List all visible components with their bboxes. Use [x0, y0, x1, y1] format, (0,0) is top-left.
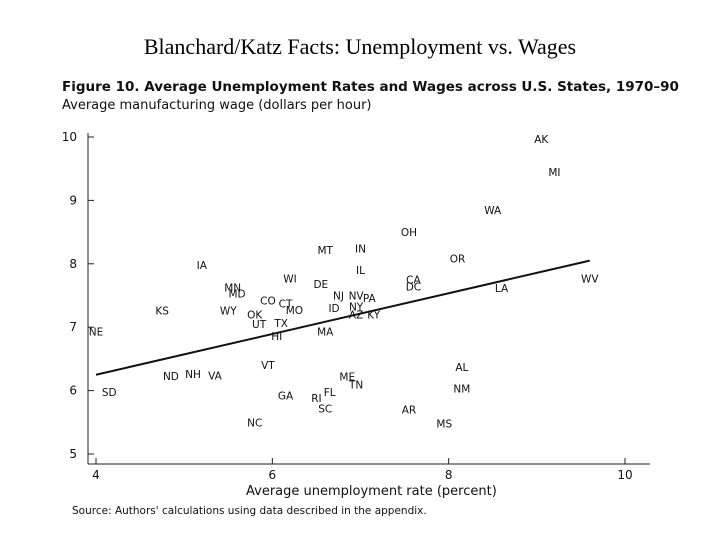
data-point-label: AR — [402, 405, 416, 417]
data-point-label: MS — [436, 419, 452, 431]
slide-title: Blanchard/Katz Facts: Unemployment vs. W… — [143, 34, 577, 59]
data-point-label: PA — [363, 293, 377, 305]
data-point-label: MD — [228, 289, 245, 301]
data-point-label: NH — [185, 369, 201, 381]
x-tick-label: 4 — [92, 468, 100, 482]
x-axis-label: Average unemployment rate (percent) — [246, 484, 497, 499]
data-point-label: ND — [163, 371, 179, 383]
data-point-label: DC — [406, 282, 421, 294]
data-point-label: MT — [317, 245, 333, 257]
data-point-label: OH — [401, 227, 417, 239]
y-tick-label: 8 — [69, 257, 77, 271]
data-point-label: OR — [450, 254, 466, 266]
data-point-label: UT — [252, 319, 267, 331]
data-point-label: WV — [581, 273, 599, 285]
data-point-label: MA — [317, 327, 334, 339]
data-point-label: ME — [339, 372, 355, 384]
data-point-label: AL — [455, 362, 468, 374]
y-tick-label: 5 — [69, 447, 77, 461]
data-point-label: CO — [260, 296, 276, 308]
source-note: Source: Authors' calculations using data… — [72, 505, 427, 517]
data-point-label: OK — [247, 310, 263, 322]
data-point-label: WA — [484, 205, 502, 217]
fit-line-group — [95, 259, 590, 376]
x-tick-label: 8 — [445, 468, 453, 482]
data-point-label: MI — [548, 167, 560, 179]
data-point-label: NM — [453, 384, 470, 396]
figure-title: Figure 10. Average Unemployment Rates an… — [62, 79, 679, 95]
data-point-label: MN — [224, 282, 241, 294]
data-point-label: NE — [89, 327, 104, 339]
axes: 5 6 7 8 9 10 4 6 8 10 — [62, 130, 650, 482]
data-point-label: WI — [283, 273, 296, 285]
data-point-label: WY — [220, 306, 237, 318]
fit-line — [95, 259, 590, 376]
data-point-label: AZ — [349, 310, 363, 322]
data-point-label: TN — [348, 379, 363, 391]
data-point-label: DE — [313, 279, 328, 291]
data-point-label: LA — [495, 283, 509, 295]
data-point-label: GA — [278, 391, 294, 403]
data-point-label: AK — [534, 134, 549, 146]
data-point-label: IN — [355, 244, 366, 256]
x-tick-label: 10 — [617, 468, 632, 482]
data-point-label: IL — [356, 265, 365, 277]
x-tick-label: 6 — [269, 468, 277, 482]
data-point-label: NV — [349, 291, 365, 303]
data-point-label: NC — [247, 417, 262, 429]
data-point-label: NY — [349, 301, 364, 313]
data-point-label: VA — [208, 370, 223, 382]
y-tick-label: 7 — [69, 320, 77, 334]
data-point-label: HI — [271, 331, 282, 343]
data-point-label: SC — [318, 403, 332, 415]
data-point-label: RI — [311, 393, 321, 405]
data-point-label: IA — [197, 260, 208, 272]
y-tick-label: 6 — [69, 384, 77, 398]
data-point-label: NJ — [333, 291, 344, 303]
y-axis-label: Average manufacturing wage (dollars per … — [62, 98, 372, 113]
data-point-label: KS — [155, 306, 169, 318]
data-point-label: KY — [367, 310, 381, 322]
y-tick-label: 9 — [69, 193, 77, 207]
data-point-label: ID — [328, 303, 339, 315]
data-point-label: TX — [273, 318, 288, 330]
data-point-label: VT — [261, 360, 275, 372]
data-point-label: SD — [102, 387, 117, 399]
y-tick-label: 10 — [62, 130, 77, 144]
data-point-label: CA — [406, 275, 421, 287]
data-point-label: CT — [279, 299, 293, 311]
data-point-label: MO — [286, 305, 303, 317]
data-point-label: FL — [324, 387, 336, 399]
